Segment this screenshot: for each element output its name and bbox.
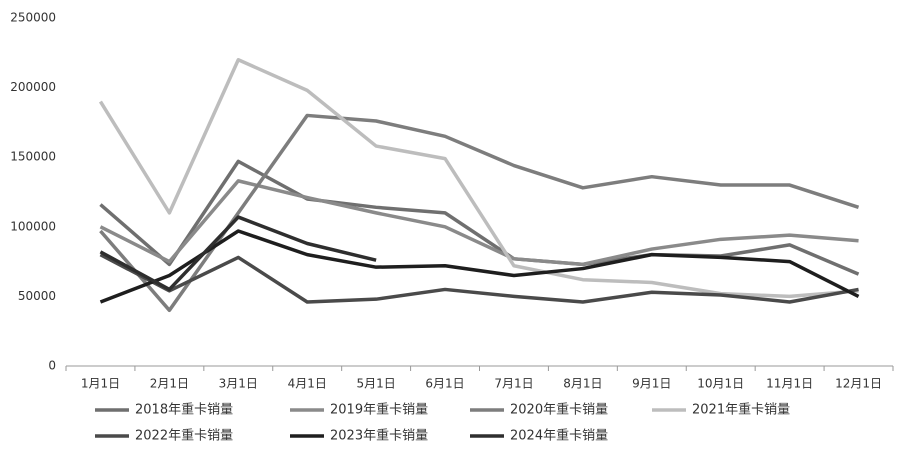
y-tick-label: 50000 <box>18 289 56 303</box>
x-tick-label: 8月1日 <box>563 377 602 391</box>
series-line <box>99 229 860 304</box>
x-tick-label: 7月1日 <box>494 377 533 391</box>
y-tick-label: 150000 <box>10 150 56 164</box>
legend-label: 2024年重卡销量 <box>510 428 608 444</box>
x-tick-label: 5月1日 <box>356 377 395 391</box>
x-tick-label: 12月1日 <box>835 377 882 391</box>
y-tick-label: 250000 <box>10 11 56 25</box>
legend-label: 2023年重卡销量 <box>330 428 428 444</box>
x-tick-label: 1月1日 <box>81 377 120 391</box>
x-tick-label: 9月1日 <box>632 377 671 391</box>
legend-label: 2022年重卡销量 <box>135 428 233 444</box>
x-tick-label: 6月1日 <box>425 377 464 391</box>
y-tick-label: 200000 <box>10 80 56 94</box>
series-line <box>98 58 859 299</box>
x-tick-label: 10月1日 <box>697 377 744 391</box>
series-line <box>99 159 860 276</box>
series-line <box>99 215 377 292</box>
y-tick-label: 0 <box>48 359 56 373</box>
legend-label: 2018年重卡销量 <box>135 402 233 418</box>
x-tick-label: 4月1日 <box>288 377 327 391</box>
legend-label: 2020年重卡销量 <box>510 402 608 418</box>
legend-label: 2021年重卡销量 <box>692 402 790 418</box>
x-tick-label: 11月1日 <box>766 377 813 391</box>
series-line <box>99 179 859 267</box>
legend-label: 2019年重卡销量 <box>330 402 428 418</box>
series-line <box>99 253 859 304</box>
x-tick-label: 3月1日 <box>219 377 258 391</box>
y-tick-label: 100000 <box>10 219 56 233</box>
x-tick-label: 2月1日 <box>150 377 189 391</box>
